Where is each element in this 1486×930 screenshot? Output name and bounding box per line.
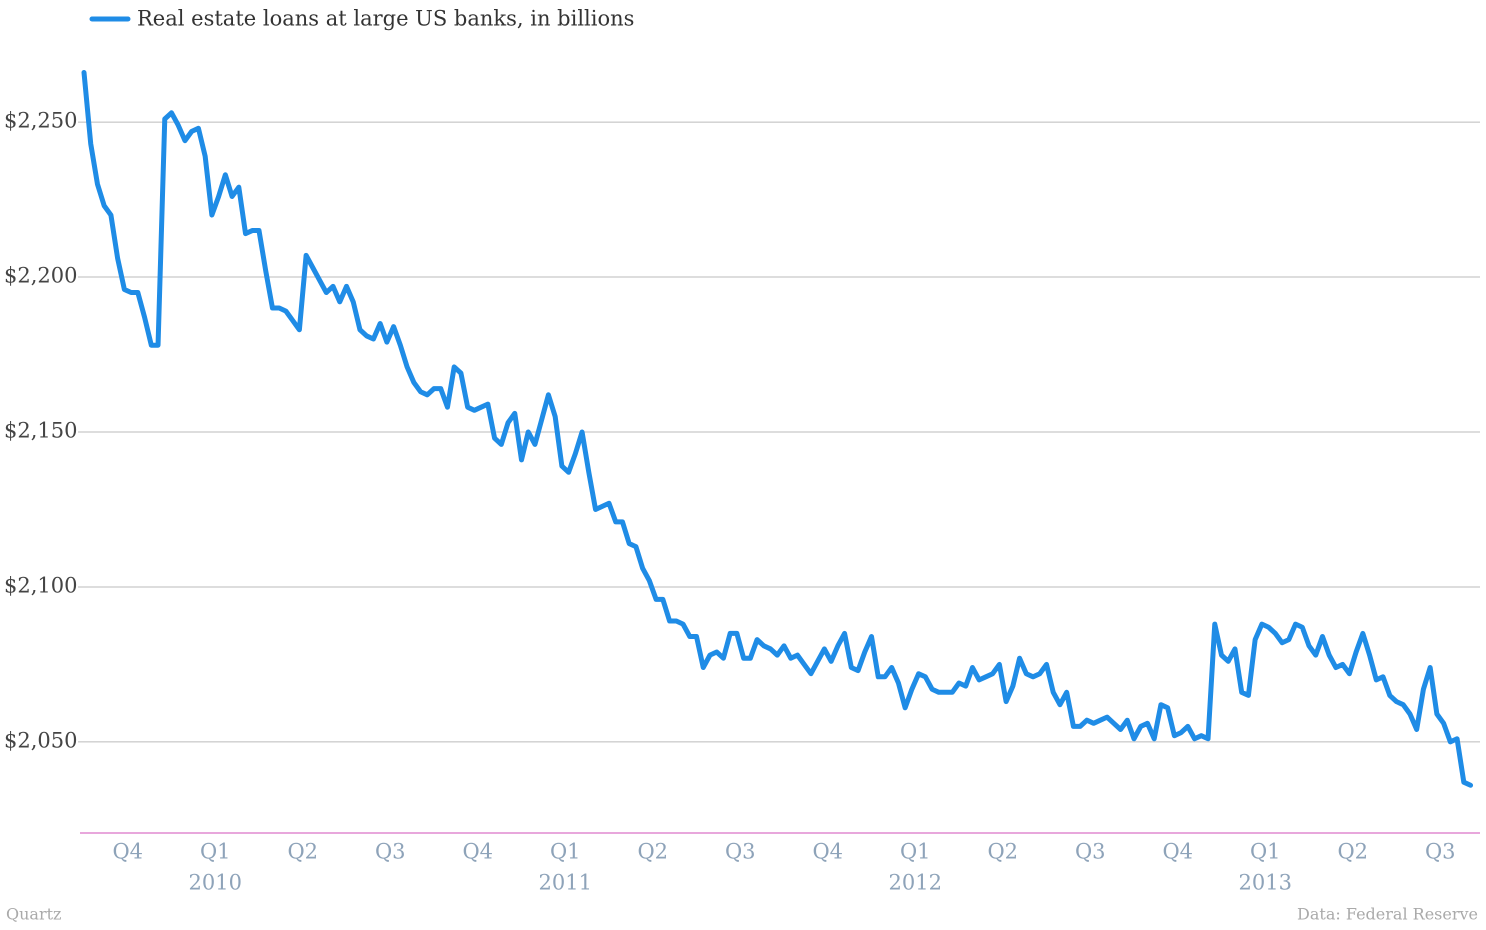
- x-year-label: 2010: [189, 871, 242, 895]
- credit: Quartz: [6, 905, 61, 924]
- legend-label: Real estate loans at large US banks, in …: [137, 7, 634, 31]
- x-year-label: 2012: [889, 871, 942, 895]
- x-tick-label: Q3: [725, 840, 756, 864]
- x-year-label: 2013: [1239, 871, 1292, 895]
- y-tick-label: $2,250: [4, 109, 77, 133]
- x-tick-label: Q1: [200, 840, 231, 864]
- x-tick-label: Q3: [1075, 840, 1106, 864]
- x-year-label: 2011: [539, 871, 592, 895]
- x-tick-label: Q2: [637, 840, 668, 864]
- x-tick-label: Q4: [812, 840, 843, 864]
- x-tick-label: Q3: [375, 840, 406, 864]
- source: Data: Federal Reserve: [1297, 905, 1478, 924]
- x-tick-label: Q4: [112, 840, 143, 864]
- x-tick-label: Q2: [987, 840, 1018, 864]
- x-tick-label: Q4: [1162, 840, 1193, 864]
- x-tick-label: Q2: [1337, 840, 1368, 864]
- y-tick-label: $2,050: [4, 728, 77, 752]
- x-tick-label: Q2: [287, 840, 318, 864]
- x-tick-label: Q3: [1425, 840, 1456, 864]
- data-line: [81, 70, 1474, 788]
- y-tick-label: $2,200: [4, 264, 77, 288]
- x-tick-label: Q1: [900, 840, 931, 864]
- y-tick-label: $2,150: [4, 418, 77, 442]
- y-tick-label: $2,100: [4, 573, 77, 597]
- x-tick-label: Q1: [1250, 840, 1281, 864]
- x-tick-label: Q4: [462, 840, 493, 864]
- x-tick-label: Q1: [550, 840, 581, 864]
